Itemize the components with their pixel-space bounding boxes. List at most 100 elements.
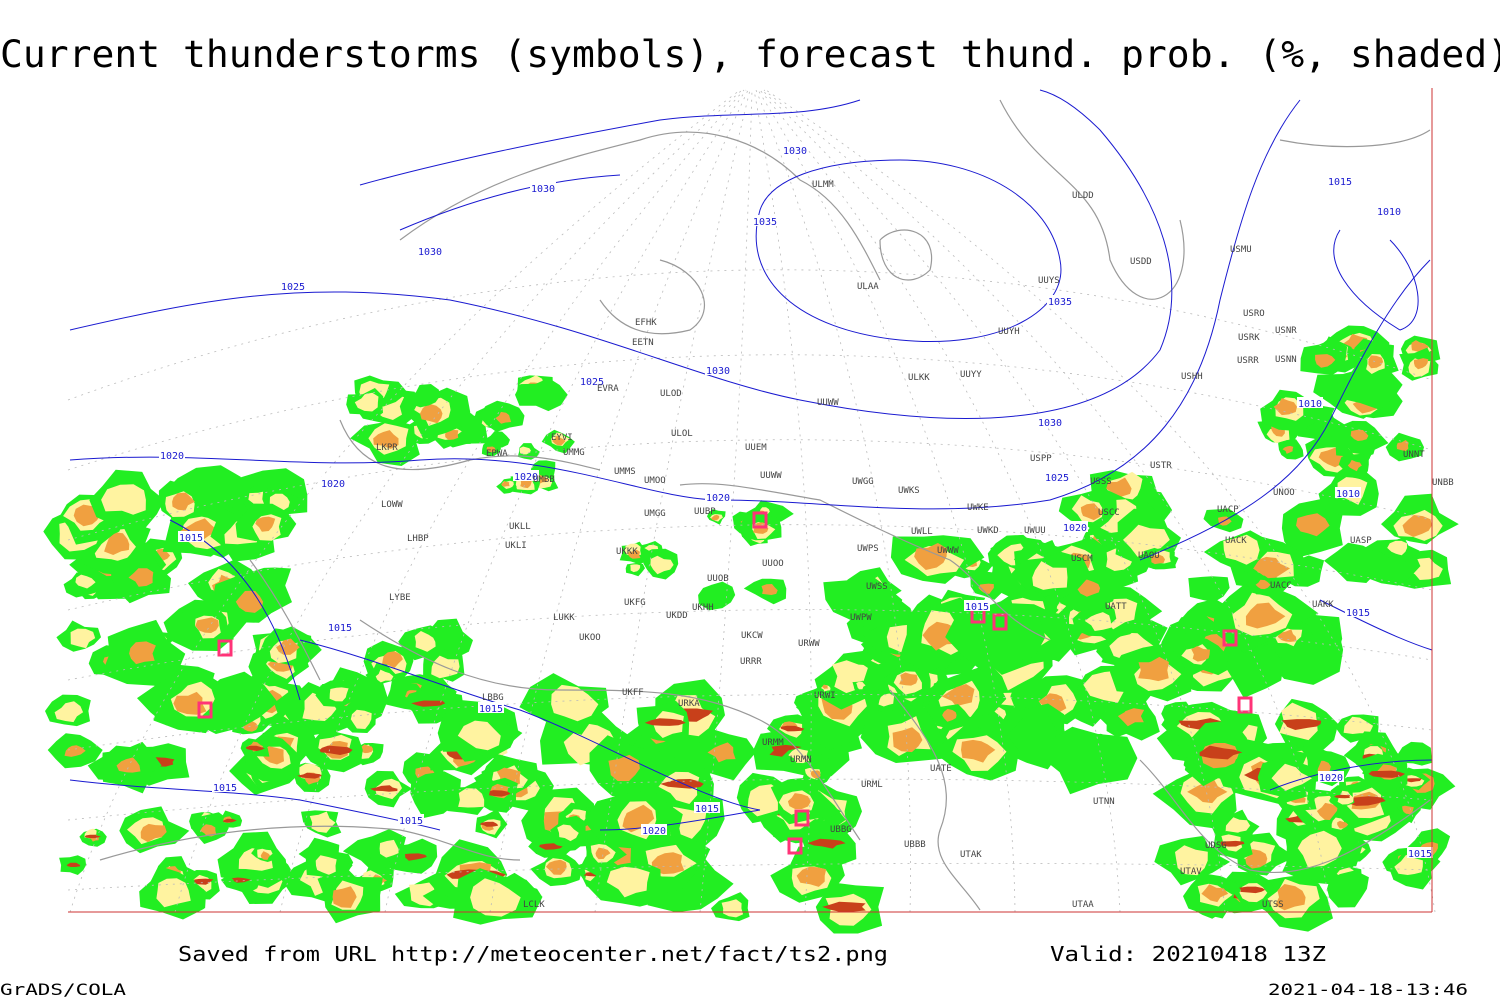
- station-code: UATE: [930, 764, 952, 774]
- prob-high: [1187, 778, 1228, 804]
- isobar-label: 1015: [965, 602, 989, 613]
- storm-symbol: [752, 511, 768, 529]
- prob-mid: [1387, 540, 1408, 556]
- prob-very-high: [1220, 840, 1245, 847]
- isobar: [69, 99, 1301, 510]
- isobar-label: 1035: [753, 217, 777, 228]
- station-code: UAOU: [1138, 551, 1160, 561]
- station-code: UUYS: [1038, 276, 1060, 286]
- station-code: UWSS: [866, 582, 888, 592]
- station-code: USNR: [1275, 326, 1297, 336]
- prob-mid: [606, 866, 650, 898]
- isobar-label-bg: [212, 781, 238, 792]
- storm-symbol: [1237, 696, 1253, 714]
- isobar-label: 1015: [399, 816, 423, 827]
- station-code: LUKK: [553, 613, 575, 623]
- station-code: UMOO: [644, 476, 666, 486]
- isobar-label-bg: [1297, 397, 1323, 408]
- graticule: [67, 778, 1433, 821]
- isobar-label: 1030: [531, 184, 555, 195]
- prob-high: [1245, 602, 1286, 629]
- prob-high: [420, 403, 443, 424]
- title: Current thunderstorms (symbols), forecas…: [0, 33, 1500, 76]
- isobar-label-bg: [398, 814, 424, 825]
- prob-high: [1117, 706, 1145, 727]
- prob-high: [128, 568, 154, 587]
- prob-high: [1315, 354, 1336, 368]
- station-code: UUWW: [760, 471, 782, 481]
- station-code: EPWA: [486, 449, 508, 459]
- isobar-label-bg: [782, 144, 808, 155]
- prob-mid: [1084, 612, 1112, 631]
- isobar: [359, 99, 861, 186]
- prob-high: [941, 684, 975, 707]
- station-code: EFHK: [635, 318, 657, 328]
- isobar: [1139, 259, 1431, 561]
- prob-very-high: [660, 779, 704, 789]
- prob-low: [242, 567, 292, 593]
- prob-high: [1138, 656, 1169, 682]
- station-code: USPP: [1030, 454, 1052, 464]
- station-code: LKPR: [376, 443, 398, 453]
- prob-high: [64, 745, 86, 757]
- isobar-label-bg: [964, 600, 990, 611]
- prob-high: [1191, 646, 1210, 662]
- station-code: UAKK: [1312, 600, 1334, 610]
- prob-high: [1275, 884, 1306, 911]
- station-code: ULKK: [908, 373, 930, 383]
- prob-high: [276, 638, 300, 655]
- graticule: [67, 694, 1433, 751]
- prob-mid: [630, 564, 641, 573]
- graticule: [757, 89, 1016, 913]
- station-code: UASP: [1350, 536, 1372, 546]
- timestamp: 2021-04-18-13:46: [1268, 980, 1468, 999]
- isobar-label-bg: [641, 824, 667, 835]
- prob-high: [1255, 579, 1271, 590]
- station-code: UWKE: [967, 503, 989, 513]
- coastline: [399, 131, 881, 281]
- station-code: ULAA: [857, 282, 879, 292]
- isobar-label-bg: [752, 215, 778, 226]
- prob-mid: [75, 574, 96, 589]
- isobar-label-bg: [178, 531, 204, 542]
- isobar: [299, 639, 761, 811]
- graticule: [67, 354, 1433, 471]
- prob-high: [382, 651, 403, 668]
- station-code: USCC: [1098, 508, 1120, 518]
- prob-mid: [1343, 716, 1374, 734]
- station-code: USRO: [1243, 309, 1265, 319]
- station-code: UTAV: [1180, 867, 1202, 877]
- station-code: UKHH: [692, 603, 714, 613]
- isobar-label-bg: [280, 280, 306, 291]
- isobar-label: 1015: [328, 623, 352, 634]
- isobar-label: 1035: [1048, 297, 1072, 308]
- isobar: [69, 89, 1173, 419]
- station-code: UWKS: [898, 486, 920, 496]
- prob-mid: [309, 811, 336, 833]
- prob-very-high: [401, 853, 427, 861]
- station-code: UKLI: [505, 541, 527, 551]
- shading-layer: [43, 325, 1459, 934]
- prob-very-high: [84, 834, 102, 839]
- prob-mid: [1225, 817, 1251, 836]
- prob-high: [822, 684, 828, 689]
- prob-mid: [379, 839, 399, 858]
- station-code: UMGG: [644, 509, 666, 519]
- prob-low: [410, 771, 461, 819]
- prob-mid: [856, 681, 866, 690]
- prob-high: [1347, 459, 1362, 472]
- prob-high: [73, 504, 100, 527]
- prob-low: [1327, 870, 1369, 908]
- station-code: UWLL: [911, 527, 933, 537]
- storm-symbol: [992, 613, 1008, 631]
- prob-low: [811, 753, 830, 767]
- prob-high: [1273, 398, 1297, 416]
- isobar-label: 1015: [1346, 608, 1370, 619]
- isobar-label: 1020: [514, 472, 538, 483]
- prob-high: [1337, 820, 1349, 829]
- prob-very-high: [319, 745, 353, 755]
- station-code: UNBB: [1432, 478, 1454, 488]
- graticule: [67, 862, 1433, 891]
- coastline: [599, 259, 706, 335]
- prob-high: [1282, 445, 1294, 454]
